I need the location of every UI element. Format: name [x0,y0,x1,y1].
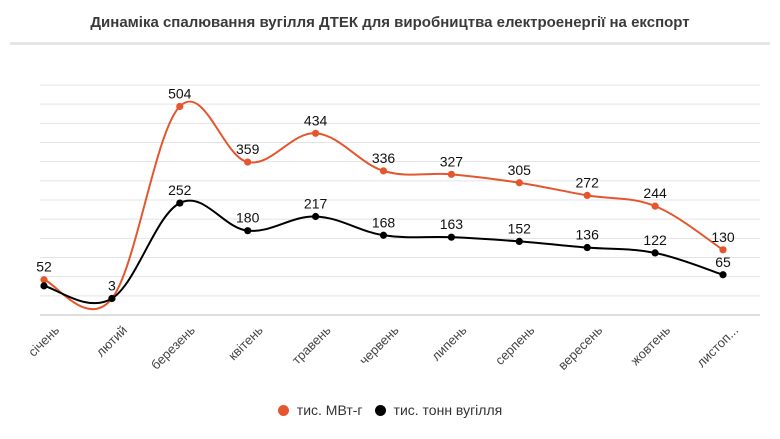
x-tick-label: січень [25,322,62,359]
x-tick-label: березень [148,322,198,372]
data-point-coal [651,249,659,257]
x-tick-label: травень [289,322,334,367]
data-label-mwh: 244 [643,185,667,201]
data-label-mwh: 327 [440,153,464,169]
legend-item-coal[interactable]: тис. тонн вугілля [374,402,503,418]
data-point-coal [447,233,455,241]
data-label-mwh: 3 [108,278,116,294]
data-point-mwh [176,102,184,111]
data-point-mwh [447,170,455,178]
legend-item-mwh[interactable]: тис. МВт-г [277,402,363,418]
data-point-mwh [40,276,48,284]
data-label-mwh: 504 [168,85,192,101]
data-point-coal [583,243,591,252]
x-tick-label: листоп... [694,323,742,371]
chart-title: Динаміка спалювання вугілля ДТЕК для вир… [90,14,690,31]
legend-swatch-mwh [277,404,289,416]
data-label-mwh: 434 [304,112,328,128]
data-label-mwh: 272 [576,174,600,190]
data-point-mwh [583,191,591,199]
legend-label-coal: тис. тонн вугілля [393,402,503,418]
legend-swatch-coal [374,404,386,416]
data-point-mwh [515,179,523,187]
chart-legend: тис. МВт-г тис. тонн вугілля [0,402,780,418]
legend-label-mwh: тис. МВт-г [296,402,363,418]
data-label-coal: 65 [715,254,731,270]
data-point-coal [176,199,184,207]
data-point-mwh [244,158,252,166]
data-point-coal [40,282,48,290]
data-point-coal [379,231,388,239]
x-tick-label: серпень [492,322,538,368]
series-line-mwh [43,100,724,311]
data-label-coal: 122 [643,232,667,248]
data-point-mwh [312,129,320,137]
data-label-coal: 136 [576,227,600,243]
data-label-coal: 152 [508,220,532,236]
data-point-coal [515,237,523,245]
x-tick-label: лютий [93,323,130,360]
data-point-coal [108,294,116,303]
title-divider [10,42,770,45]
data-point-coal [719,271,727,279]
data-point-coal [244,227,252,235]
data-point-mwh [379,167,388,175]
data-label-coal: 163 [440,216,464,232]
series-line-coal [43,199,724,305]
data-label-coal: 252 [168,182,192,198]
x-tick-label: червень [356,322,402,368]
x-tick-label: жовтень [628,322,674,368]
data-label-mwh: 305 [508,162,532,178]
x-tick-label: квітень [225,322,266,363]
data-label-mwh: 336 [372,150,396,166]
data-label-coal: 180 [236,210,260,226]
data-label-mwh: 52 [36,259,52,275]
data-label-mwh: 130 [711,229,735,245]
data-label-coal: 217 [304,195,328,211]
x-tick-label: вересень [555,322,605,372]
x-tick-label: липень [428,322,469,363]
data-point-mwh [719,246,727,254]
data-point-coal [312,212,320,221]
data-label-coal: 168 [372,214,396,230]
data-point-mwh [651,202,659,210]
data-label-mwh: 359 [236,141,260,157]
